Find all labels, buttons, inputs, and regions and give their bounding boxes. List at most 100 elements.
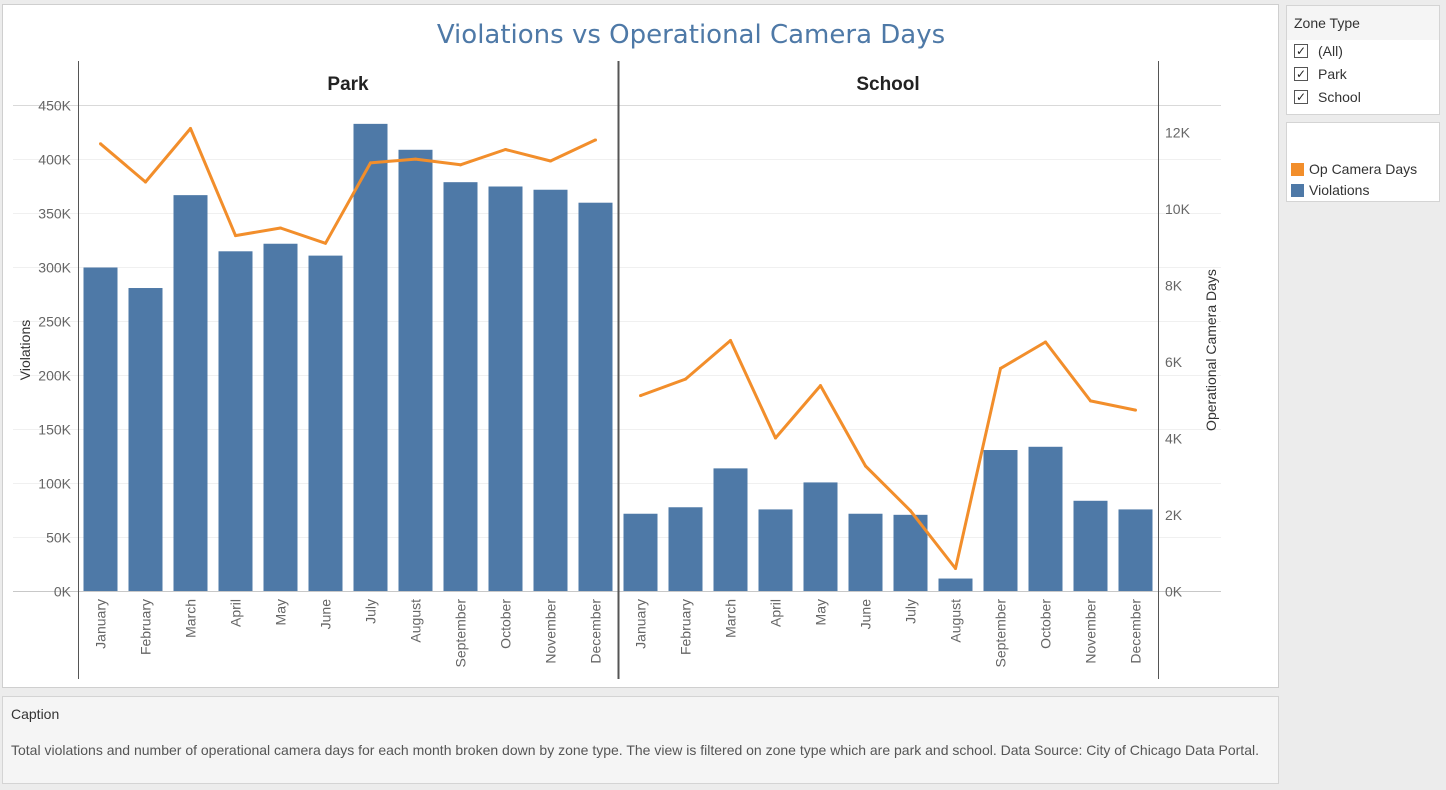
x-tick-label: November xyxy=(1083,599,1099,664)
filter-item-label: Park xyxy=(1318,66,1347,82)
line-point xyxy=(504,148,507,152)
y-tick-label: 400K xyxy=(38,152,71,168)
filter-title: Zone Type xyxy=(1287,6,1439,40)
x-tick-label: July xyxy=(903,599,919,624)
zone-type-filter: Zone Type ✓ (All) ✓ Park ✓ School xyxy=(1286,5,1440,115)
legend-item-label: Op Camera Days xyxy=(1309,161,1418,177)
line-point xyxy=(684,377,687,381)
x-tick-label: July xyxy=(363,599,379,624)
line-point xyxy=(999,366,1002,370)
line-point xyxy=(594,138,597,142)
y-axis-title: Violations xyxy=(17,320,33,380)
y-tick-label: 100K xyxy=(38,476,71,492)
checkbox-all[interactable]: ✓ xyxy=(1294,44,1308,58)
line-point xyxy=(144,180,147,184)
bar-school-september xyxy=(983,450,1018,591)
line-point xyxy=(774,436,777,440)
bar-park-october xyxy=(488,186,523,591)
line-point xyxy=(954,567,957,571)
bar-school-november xyxy=(1073,500,1108,591)
line-point xyxy=(1134,408,1137,412)
bar-school-december xyxy=(1118,509,1153,591)
panel-header-park: Park xyxy=(327,74,369,95)
y2-tick-label: 2K xyxy=(1165,507,1183,523)
bar-school-march xyxy=(713,468,748,591)
bar-school-may xyxy=(803,482,838,591)
bar-park-april xyxy=(218,251,253,592)
bar-school-june xyxy=(848,513,883,591)
filter-item-label: School xyxy=(1318,89,1361,105)
x-tick-label: August xyxy=(408,599,424,643)
y2-tick-label: 12K xyxy=(1165,124,1191,140)
legend-swatch-orange xyxy=(1291,163,1304,176)
y2-tick-label: 0K xyxy=(1165,584,1183,600)
bar-park-december xyxy=(578,202,613,591)
bar-school-august xyxy=(938,578,973,591)
x-tick-label: April xyxy=(228,599,244,627)
line-point xyxy=(414,157,417,161)
line-point xyxy=(639,394,642,398)
line-point xyxy=(729,338,732,342)
x-tick-label: March xyxy=(723,599,739,638)
line-point xyxy=(369,161,372,165)
x-tick-label: December xyxy=(1128,599,1144,664)
bar-park-november xyxy=(533,189,568,592)
line-point xyxy=(1089,399,1092,403)
y-tick-label: 200K xyxy=(38,368,71,384)
x-tick-label: January xyxy=(93,599,109,649)
y-tick-label: 0K xyxy=(54,584,72,600)
chart-title: Violations vs Operational Camera Days xyxy=(437,20,945,50)
line-point xyxy=(189,126,192,130)
bar-school-january xyxy=(623,513,658,591)
x-tick-label: November xyxy=(543,599,559,664)
line-point xyxy=(864,464,867,468)
caption-panel: Caption Total violations and number of o… xyxy=(2,696,1279,784)
y2-tick-label: 4K xyxy=(1165,430,1183,446)
line-point xyxy=(1044,340,1047,344)
filter-item-all[interactable]: ✓ (All) xyxy=(1287,40,1439,63)
line-point xyxy=(324,241,327,245)
line-op-camera-days-park xyxy=(99,127,597,245)
panel-header-school: School xyxy=(856,74,919,95)
filter-item-park[interactable]: ✓ Park xyxy=(1287,63,1439,86)
legend-header xyxy=(1287,123,1439,159)
bar-park-june xyxy=(308,255,343,591)
x-tick-label: September xyxy=(993,599,1009,668)
y-tick-label: 300K xyxy=(38,260,71,276)
x-tick-label: February xyxy=(678,599,694,655)
measure-legend: Op Camera Days Violations xyxy=(1286,122,1440,202)
line-point xyxy=(99,142,102,146)
bar-park-may xyxy=(263,243,298,592)
bar-park-august xyxy=(398,149,433,591)
bar-park-july xyxy=(353,123,388,592)
bar-park-march xyxy=(173,195,208,591)
bar-park-january xyxy=(83,267,118,591)
filter-item-label: (All) xyxy=(1318,43,1343,59)
y2-tick-label: 8K xyxy=(1165,277,1183,293)
x-tick-label: February xyxy=(138,599,154,655)
line-point xyxy=(549,159,552,163)
y-tick-label: 350K xyxy=(38,206,71,222)
x-tick-label: March xyxy=(183,599,199,638)
checkbox-school[interactable]: ✓ xyxy=(1294,90,1308,104)
legend-item-op-camera-days[interactable]: Op Camera Days xyxy=(1287,159,1439,180)
filter-item-school[interactable]: ✓ School xyxy=(1287,86,1439,109)
checkbox-park[interactable]: ✓ xyxy=(1294,67,1308,81)
x-tick-label: May xyxy=(273,599,289,625)
x-tick-label: October xyxy=(1038,599,1054,649)
x-tick-label: September xyxy=(453,599,469,668)
x-tick-label: August xyxy=(948,599,964,643)
x-tick-label: December xyxy=(588,599,604,664)
chart-area: Violations vs Operational Camera Days Par… xyxy=(2,4,1279,688)
legend-item-label: Violations xyxy=(1309,182,1370,198)
line-op-camera-days-school xyxy=(639,339,1136,570)
x-tick-label: June xyxy=(318,599,334,630)
x-tick-label: October xyxy=(498,599,514,649)
line-point xyxy=(279,226,282,230)
line-point xyxy=(819,384,822,388)
legend-item-violations[interactable]: Violations xyxy=(1287,180,1439,201)
line-point xyxy=(234,234,237,238)
y-tick-label: 250K xyxy=(38,314,71,330)
y2-tick-label: 10K xyxy=(1165,201,1191,217)
legend-swatch-blue xyxy=(1291,184,1304,197)
